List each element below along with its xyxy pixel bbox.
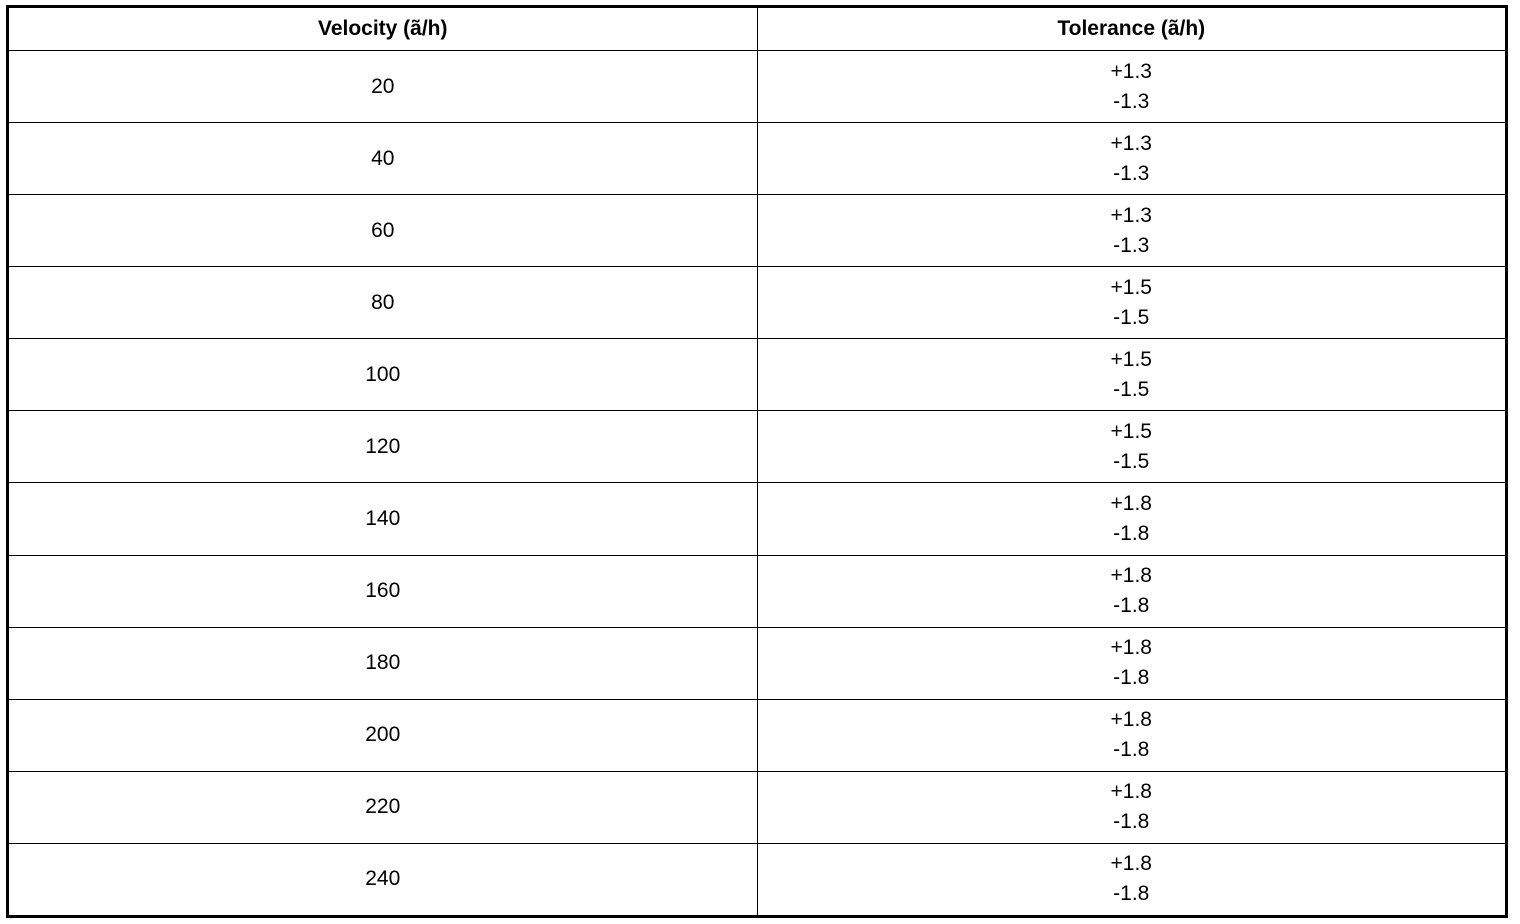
velocity-cell: 60: [371, 218, 395, 242]
velocity-cell: 40: [371, 146, 395, 170]
tolerance-value: -1.3: [1113, 89, 1150, 113]
tolerance-cell: +1.5 -1.5: [756, 411, 1506, 483]
tolerance-cell: +1.5 -1.5: [756, 267, 1506, 339]
table-row: 160 +1.8 -1.8: [9, 554, 1506, 627]
table-row: 40 +1.3 -1.3: [9, 122, 1506, 195]
velocity-cell: 140: [365, 507, 401, 530]
tolerance-value: +1.3: [1110, 59, 1152, 83]
tolerance-value: +1.8: [1110, 564, 1152, 588]
table-row: 200 +1.8 -1.8: [9, 698, 1506, 771]
tolerance-value: -1.5: [1113, 305, 1150, 329]
tolerance-value: -1.3: [1113, 233, 1150, 257]
velocity-cell: 200: [365, 723, 401, 747]
tolerance-value: -1.8: [1113, 666, 1150, 690]
table-row: 220 +1.8 -1.8: [9, 770, 1506, 843]
table-row: 240 +1.8 -1.8: [9, 842, 1506, 915]
tolerance-value: +1.8: [1110, 780, 1152, 804]
velocity-cell: 180: [365, 651, 401, 675]
tolerance-value: +1.8: [1110, 492, 1152, 515]
tolerance-value: -1.8: [1113, 594, 1150, 618]
velocity-cell: 160: [365, 579, 401, 603]
tolerance-value: +1.8: [1110, 852, 1152, 876]
table-row: 120 +1.5 -1.5: [9, 410, 1506, 483]
tolerance-value: +1.3: [1110, 203, 1152, 227]
tolerance-cell: +1.8 -1.8: [756, 627, 1506, 699]
tolerance-value: +1.3: [1110, 131, 1152, 155]
tolerance-value: +1.5: [1110, 347, 1152, 371]
tolerance-cell: +1.8 -1.8: [756, 843, 1506, 915]
tolerance-value: -1.5: [1113, 377, 1150, 401]
table-row: 180 +1.8 -1.8: [9, 626, 1506, 699]
tolerance-cell: +1.5 -1.5: [756, 339, 1506, 411]
tolerance-cell: +1.8 -1.8: [756, 699, 1506, 771]
table-row: 20 +1.3 -1.3: [9, 50, 1506, 123]
tolerance-cell: +1.8 -1.8: [756, 483, 1506, 555]
velocity-cell: 20: [371, 74, 395, 98]
tolerance-value: +1.8: [1110, 708, 1152, 732]
tolerance-cell: +1.8 -1.8: [756, 771, 1506, 843]
velocity-cell: 240: [365, 867, 401, 891]
header-cell: Velocity (ã/h): [317, 17, 448, 40]
tolerance-value: -1.3: [1113, 161, 1150, 185]
tolerance-value: -1.5: [1113, 449, 1150, 473]
header-row: Velocity (ã/h) Tolerance (ã/h): [9, 8, 1505, 50]
header-cell: Tolerance (ã/h): [756, 8, 1506, 50]
tolerance-value: +1.5: [1110, 275, 1152, 299]
table-row: 80 +1.5 -1.5: [9, 266, 1506, 339]
velocity-cell: 120: [365, 434, 401, 458]
velocity-cell: 100: [365, 362, 401, 386]
tolerance-value: +1.8: [1110, 636, 1152, 660]
tolerance-cell: +1.3 -1.3: [756, 123, 1506, 195]
tolerance-cell: +1.3 -1.3: [756, 195, 1506, 267]
tolerance-value: -1.8: [1113, 810, 1150, 834]
tolerance-cell: +1.8 -1.8: [756, 555, 1506, 627]
velocity-cell: 220: [365, 795, 401, 819]
tolerance-cell: +1.3 -1.3: [756, 51, 1506, 123]
table: Velocity (ã/h) Tolerance (ã/h) 20 +1.3 -1.…: [6, 5, 1508, 918]
velocity-cell: 80: [371, 290, 395, 314]
table-row: 60 +1.3 -1.3: [9, 194, 1506, 267]
table-row: 140 +1.8 -1.8: [9, 482, 1506, 555]
tolerance-value: -1.8: [1113, 522, 1150, 545]
tolerance-value: -1.8: [1113, 882, 1150, 906]
tolerance-value: +1.5: [1110, 419, 1152, 443]
tolerance-value: -1.8: [1113, 738, 1150, 762]
table-row: 100 +1.5 -1.5: [9, 338, 1506, 411]
